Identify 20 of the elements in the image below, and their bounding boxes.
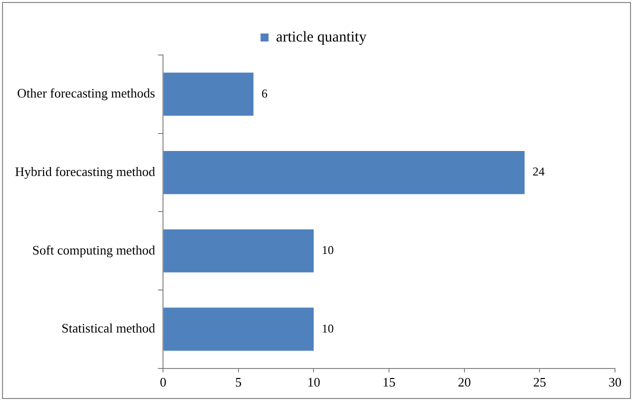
bar <box>164 72 254 116</box>
bar <box>164 150 525 194</box>
x-tick-label: 15 <box>382 374 396 390</box>
y-tick-label: Hybrid forecasting method <box>14 164 156 179</box>
bar <box>164 229 314 272</box>
data-label: 10 <box>322 243 334 258</box>
x-tick-label: 10 <box>307 374 320 390</box>
y-tick-label: Statistical method <box>62 320 156 336</box>
legend-label: article quantity <box>276 29 367 46</box>
y-tick-label: Other forecasting methods <box>17 86 156 101</box>
y-tick-label: Soft computing method <box>32 242 156 258</box>
x-tick-label: 30 <box>608 374 622 390</box>
x-tick-label: 0 <box>160 374 166 390</box>
data-label: 10 <box>322 321 334 336</box>
x-tick-label: 20 <box>458 374 471 390</box>
data-label: 6 <box>261 86 268 100</box>
data-label: 24 <box>532 164 545 179</box>
x-tick-label: 25 <box>533 374 546 390</box>
bar <box>164 308 314 351</box>
x-tick-label: 5 <box>235 374 242 390</box>
